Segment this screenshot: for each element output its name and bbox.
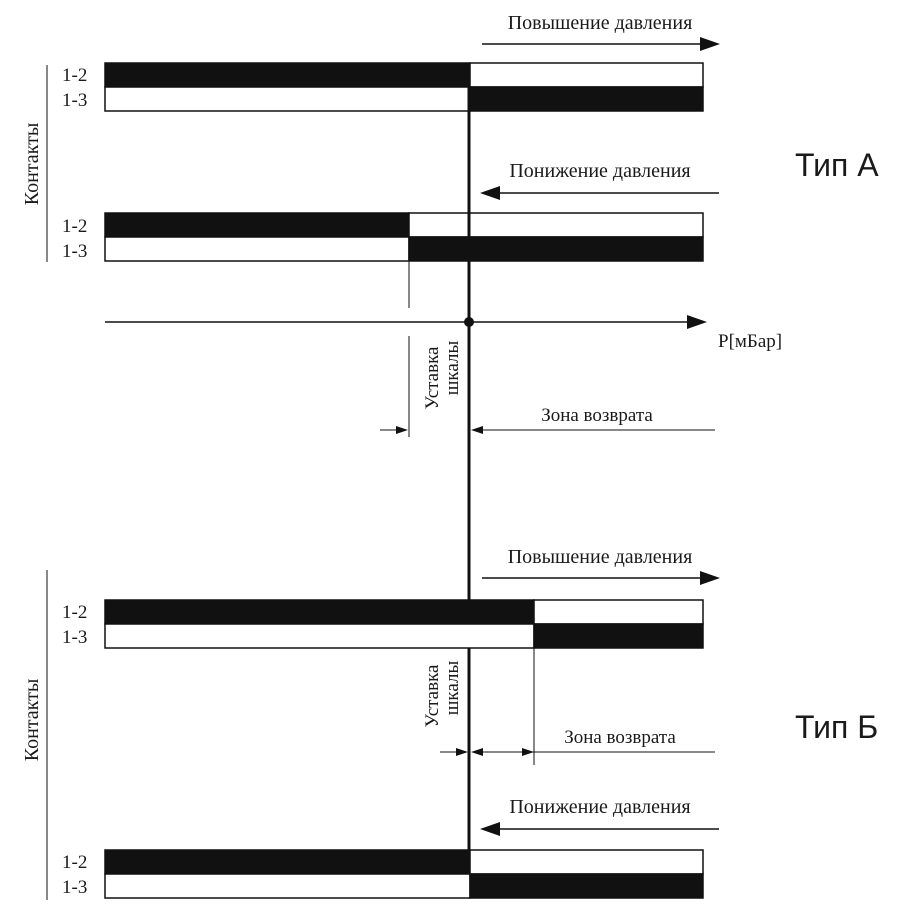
type-b-rise-arrowhead (700, 571, 720, 585)
type-a-return-zone-right-arrowhead (471, 426, 483, 434)
type-b-side-label: Контакты (21, 679, 43, 762)
type-b-return-zone-right-arrowhead (471, 748, 483, 756)
type-b-fall-contact-1-2-label: 1-2 (62, 852, 87, 873)
type-b-section: Повышение давления 1-2 1-3 Уставка шкалы… (21, 546, 878, 900)
type-a-fall-1-2-open-segment (408, 212, 704, 238)
type-b-rise-1-2-closed-segment (104, 599, 535, 625)
type-b-title: Тип Б (795, 709, 878, 745)
type-b-rise-1-3-open-segment (104, 623, 535, 649)
pressure-axis-label: P[мБар] (718, 331, 782, 352)
type-a-rise-arrowhead (700, 37, 720, 51)
type-a-fall-1-3-open-segment (104, 236, 410, 262)
type-a-rise-1-3-open-segment (104, 86, 471, 112)
type-b-fall-1-3-open-segment (104, 873, 471, 899)
type-a-return-zone-left-arrowhead (396, 426, 408, 434)
type-a-rise-label: Повышение давления (508, 12, 693, 34)
type-a-section: Повышение давления 1-2 1-3 Понижение дав… (21, 12, 879, 437)
type-a-setpoint-label-line1: Уставка (422, 346, 443, 409)
type-b-rise-contact-1-3-label: 1-3 (62, 627, 87, 648)
type-a-fall-arrowhead (480, 186, 500, 200)
type-a-side-label: Контакты (21, 123, 43, 206)
type-b-return-zone-label: Зона возврата (564, 727, 676, 748)
type-b-rise-1-2-open-segment (533, 599, 704, 625)
type-a-rise-contact-1-2-label: 1-2 (62, 65, 87, 86)
pressure-axis-arrowhead (687, 315, 707, 329)
type-b-return-zone-end-arrowhead (522, 748, 534, 756)
type-a-return-zone-label: Зона возврата (541, 405, 653, 426)
type-b-rise-contact-1-2-label: 1-2 (62, 602, 87, 623)
type-b-setpoint-label-line1: Уставка (422, 664, 443, 727)
type-b-fall-1-2-open-segment (469, 849, 704, 875)
type-a-fall-contact-1-3-label: 1-3 (62, 241, 87, 262)
type-a-title: Тип А (795, 147, 879, 183)
type-a-fall-1-2-closed-segment (104, 212, 410, 238)
type-b-rise-label: Повышение давления (508, 546, 693, 568)
type-a-rise-1-2-closed-segment (104, 62, 471, 88)
type-b-fall-arrowhead (480, 822, 500, 836)
type-a-rise-1-2-open-segment (469, 62, 704, 88)
type-b-fall-contact-1-3-label: 1-3 (62, 877, 87, 898)
type-a-setpoint-label-line2: шкалы (442, 341, 463, 396)
type-a-fall-label: Понижение давления (509, 160, 690, 182)
type-b-fall-1-2-closed-segment (104, 849, 471, 875)
type-b-rise-1-3-closed-segment (533, 623, 704, 649)
type-a-rise-contact-1-3-label: 1-3 (62, 90, 87, 111)
type-a-fall-contact-1-2-label: 1-2 (62, 216, 87, 237)
type-b-fall-label: Понижение давления (509, 796, 690, 818)
type-a-fall-1-3-closed-segment (408, 236, 704, 262)
type-b-fall-1-3-closed-segment (469, 873, 704, 899)
type-b-return-zone-left-arrowhead (456, 748, 468, 756)
type-a-rise-1-3-closed-segment (469, 86, 704, 112)
type-b-setpoint-label-line2: шкалы (442, 661, 463, 716)
